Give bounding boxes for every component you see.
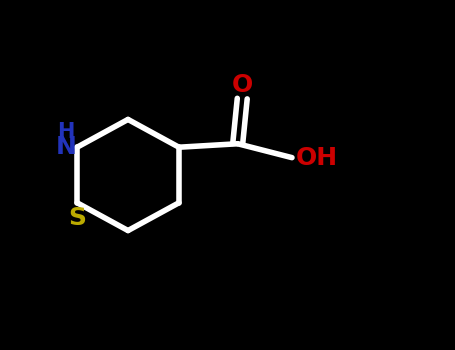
Text: N: N [56, 135, 76, 159]
Text: OH: OH [296, 146, 338, 170]
Text: S: S [68, 206, 86, 230]
Text: O: O [232, 73, 253, 97]
Text: H: H [57, 121, 75, 142]
